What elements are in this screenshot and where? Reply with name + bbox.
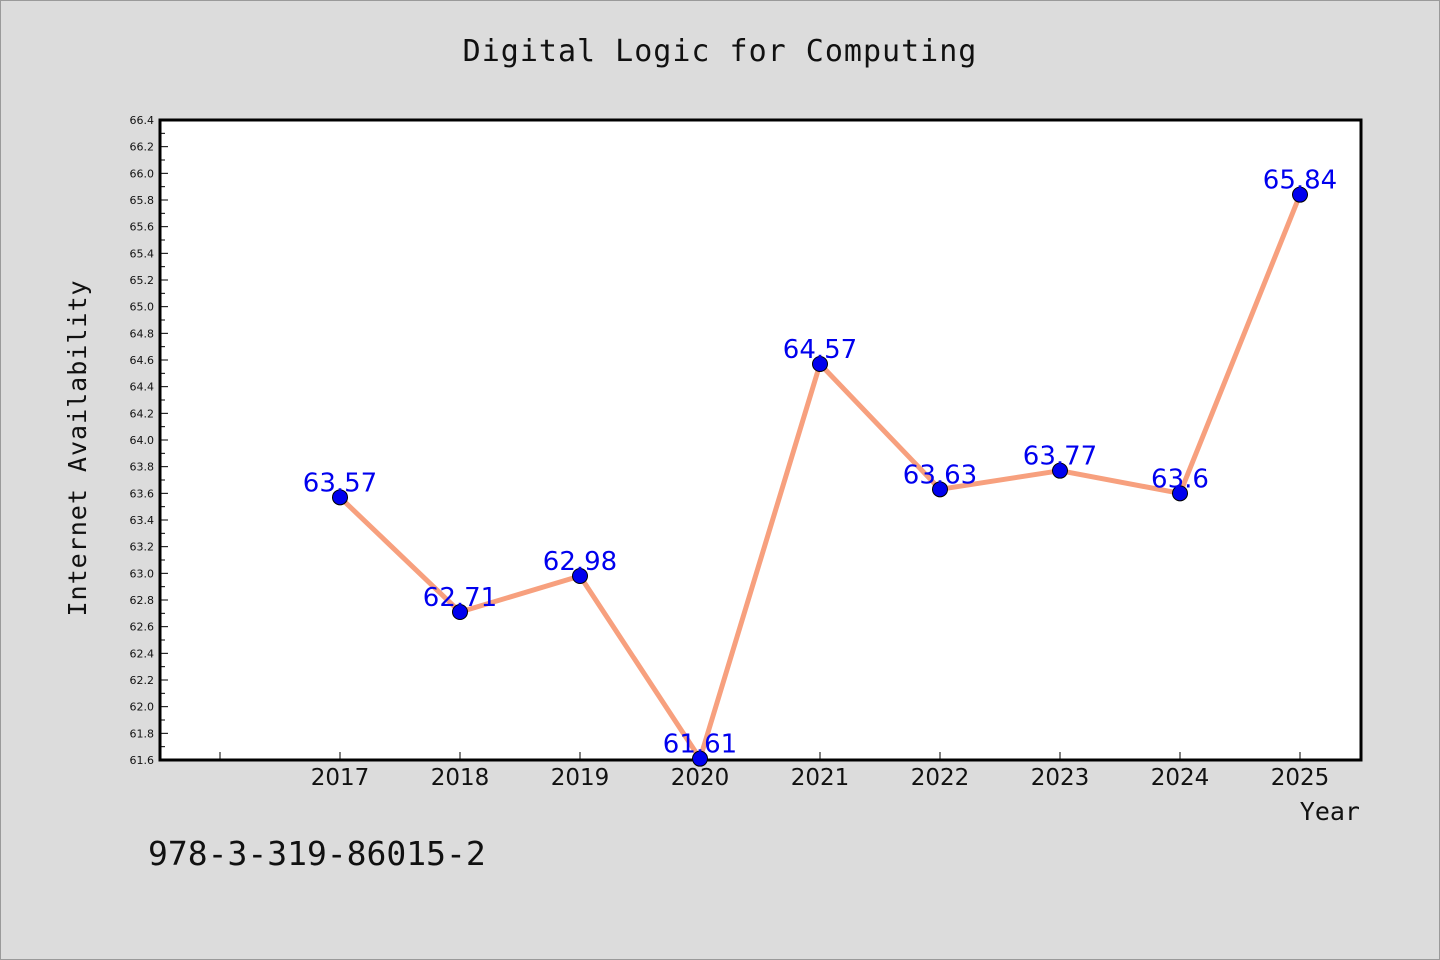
y-tick-label: 65.6	[130, 221, 155, 234]
data-label: 64.57	[783, 335, 857, 365]
data-point	[452, 604, 468, 620]
y-tick-label: 66.2	[130, 141, 155, 154]
data-point	[1172, 485, 1188, 502]
y-tick-label: 64.0	[130, 434, 155, 447]
y-tick-label: 63.2	[130, 541, 155, 554]
x-tick-label: 2023	[1031, 765, 1090, 791]
data-point	[1052, 462, 1068, 479]
x-tick-label: 2024	[1151, 765, 1210, 791]
y-tick-label: 61.6	[130, 754, 155, 767]
y-tick-label: 61.8	[130, 727, 155, 740]
x-tick-label: 2022	[911, 765, 970, 791]
series: 63.57 62.71 62.98 61.61 64.57 63.63 63.77 63.6 6…	[303, 166, 1337, 767]
y-tick-label: 65.8	[130, 194, 155, 207]
x-axis: 2017 2018 2019 2020 2021 2022 2023 2024 2025	[219, 752, 1330, 791]
y-tick-label: 66.4	[130, 114, 155, 127]
y-tick-label: 63.4	[130, 514, 155, 527]
y-tick-label: 65.0	[130, 301, 155, 314]
isbn-text: 978-3-319-86015-2	[148, 834, 486, 873]
y-tick-label: 64.8	[130, 327, 155, 340]
y-tick-label: 63.8	[130, 461, 155, 474]
data-point	[812, 356, 828, 372]
y-tick-label: 64.6	[130, 354, 155, 367]
y-tick-label: 62.0	[130, 701, 155, 714]
y-tick-label: 63.0	[130, 567, 155, 580]
data-label: 63.77	[1023, 442, 1097, 472]
x-axis-label: Year	[1300, 797, 1360, 826]
y-tick-label: 66.0	[130, 167, 155, 180]
data-point	[692, 750, 708, 767]
data-label: 63.57	[303, 468, 377, 498]
y-tick-label: 64.4	[130, 381, 155, 394]
x-tick-label: 2019	[551, 765, 610, 791]
y-tick-label: 65.4	[130, 247, 155, 260]
y-tick-label: 63.6	[130, 487, 155, 500]
data-label: 63.63	[903, 460, 977, 490]
data-label: 61.61	[663, 730, 737, 760]
y-tick-label: 62.4	[130, 647, 155, 660]
data-label: 65.84	[1263, 166, 1337, 196]
y-tick-label: 62.6	[130, 621, 155, 634]
data-point	[1292, 186, 1308, 203]
y-tick-label: 62.8	[130, 594, 155, 607]
data-point	[572, 568, 588, 584]
y-axis: 61.6 61.8 62.0 62.2 62.4 62.6 62.8 63.0 63.2 63.4…	[130, 114, 168, 767]
y-axis-label: Internet Availability	[63, 279, 92, 616]
chart-title: Digital Logic for Computing	[462, 34, 978, 69]
y-tick-label: 65.2	[130, 274, 155, 287]
y-tick-label: 64.2	[130, 407, 155, 420]
data-point	[332, 489, 348, 506]
y-tick-label: 62.2	[130, 674, 155, 687]
x-tick-label: 2017	[311, 765, 370, 791]
x-tick-label: 2020	[671, 765, 730, 791]
data-label: 63.6	[1151, 464, 1209, 494]
x-tick-label: 2021	[791, 765, 850, 791]
data-label: 62.98	[543, 547, 617, 577]
x-tick-label: 2025	[1271, 765, 1330, 791]
data-point	[932, 481, 948, 498]
data-label: 62.71	[423, 583, 497, 613]
plot-area	[158, 118, 1363, 762]
x-tick-label: 2018	[431, 765, 490, 791]
